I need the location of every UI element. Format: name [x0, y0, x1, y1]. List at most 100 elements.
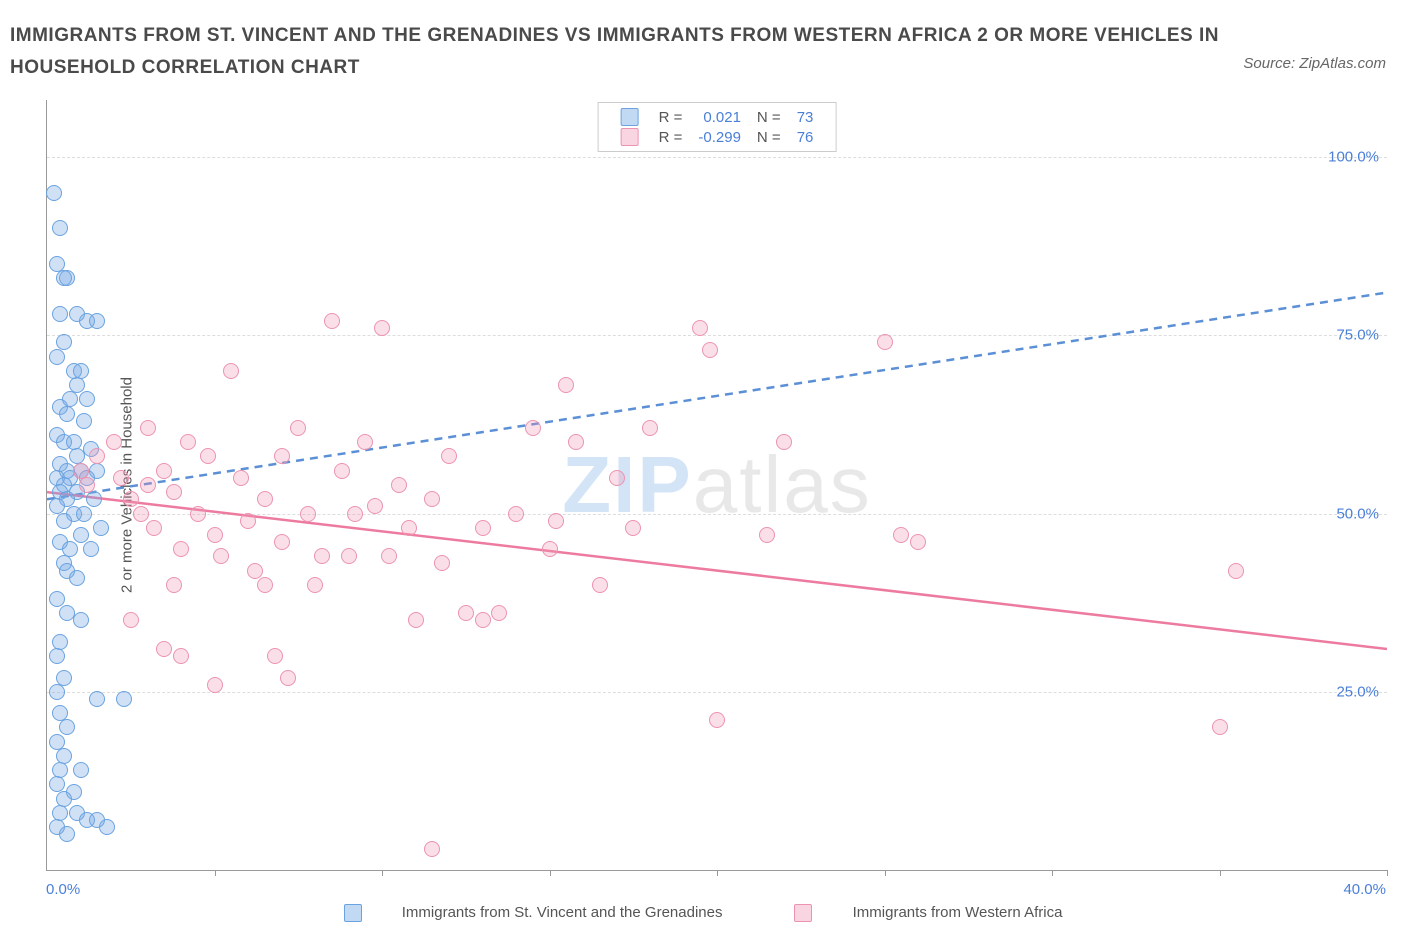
legend-r-label: R = [651, 107, 691, 127]
legend-n-label: N = [749, 107, 789, 127]
x-axis-tick [717, 870, 718, 876]
scatter-point-pink [642, 420, 658, 436]
scatter-point-pink [568, 434, 584, 450]
scatter-point-pink [274, 534, 290, 550]
scatter-point-pink [424, 841, 440, 857]
scatter-point-pink [592, 577, 608, 593]
scatter-point-pink [367, 498, 383, 514]
scatter-point-pink [190, 506, 206, 522]
scatter-point-pink [207, 527, 223, 543]
scatter-point-pink [759, 527, 775, 543]
legend-stat-row: R =0.021N =73 [613, 107, 822, 127]
scatter-point-pink [200, 448, 216, 464]
scatter-point-pink [173, 648, 189, 664]
scatter-point-blue [73, 762, 89, 778]
source-name: ZipAtlas.com [1299, 55, 1386, 72]
scatter-point-pink [709, 712, 725, 728]
legend-n-value: 73 [789, 107, 822, 127]
scatter-point-blue [89, 691, 105, 707]
y-axis-tick-label: 75.0% [1336, 327, 1379, 344]
scatter-point-pink [106, 434, 122, 450]
scatter-point-blue [59, 406, 75, 422]
scatter-point-blue [93, 520, 109, 536]
scatter-point-pink [508, 506, 524, 522]
scatter-point-blue [49, 591, 65, 607]
scatter-point-pink [156, 641, 172, 657]
scatter-point-pink [458, 605, 474, 621]
scatter-point-pink [609, 470, 625, 486]
scatter-point-pink [391, 477, 407, 493]
scatter-point-pink [166, 577, 182, 593]
scatter-point-pink [347, 506, 363, 522]
scatter-point-blue [52, 220, 68, 236]
scatter-point-pink [314, 548, 330, 564]
y-axis-tick-label: 100.0% [1328, 149, 1379, 166]
scatter-point-pink [156, 463, 172, 479]
y-axis-tick-label: 50.0% [1336, 505, 1379, 522]
scatter-point-blue [56, 513, 72, 529]
scatter-point-pink [475, 612, 491, 628]
scatter-point-pink [280, 670, 296, 686]
scatter-point-blue [49, 349, 65, 365]
scatter-point-blue [49, 648, 65, 664]
scatter-point-blue [56, 270, 72, 286]
scatter-point-pink [257, 577, 273, 593]
x-axis-tick [550, 870, 551, 876]
scatter-point-pink [140, 420, 156, 436]
scatter-point-pink [542, 541, 558, 557]
scatter-point-blue [69, 570, 85, 586]
scatter-point-pink [140, 477, 156, 493]
y-axis-tick-label: 25.0% [1336, 683, 1379, 700]
scatter-point-pink [247, 563, 263, 579]
scatter-point-pink [548, 513, 564, 529]
legend-series-label: Immigrants from Western Africa [853, 904, 1063, 921]
legend-series: Immigrants from St. Vincent and the Gren… [326, 904, 741, 921]
watermark-zip: ZIP [562, 440, 692, 529]
legend-n-value: 76 [789, 127, 822, 147]
scatter-point-blue [86, 491, 102, 507]
scatter-point-pink [233, 470, 249, 486]
scatter-point-pink [625, 520, 641, 536]
scatter-point-blue [59, 826, 75, 842]
legend-swatch-pink [794, 904, 812, 922]
scatter-point-pink [525, 420, 541, 436]
scatter-point-pink [123, 491, 139, 507]
scatter-point-pink [274, 448, 290, 464]
scatter-point-blue [59, 719, 75, 735]
legend-swatch-pink [621, 128, 639, 146]
scatter-point-blue [76, 413, 92, 429]
scatter-point-pink [334, 463, 350, 479]
scatter-point-pink [79, 477, 95, 493]
scatter-point-pink [441, 448, 457, 464]
scatter-point-pink [877, 334, 893, 350]
legend-swatch-blue [344, 904, 362, 922]
legend-series: Immigrants from Western Africa [776, 904, 1080, 921]
source-attribution: Source: ZipAtlas.com [1243, 55, 1386, 72]
scatter-point-pink [300, 506, 316, 522]
trendlines [47, 100, 1387, 870]
legend-n-label: N = [749, 127, 789, 147]
legend-bottom: Immigrants from St. Vincent and the Gren… [0, 904, 1406, 922]
gridline [47, 692, 1387, 693]
source-prefix: Source: [1243, 55, 1299, 72]
scatter-point-pink [558, 377, 574, 393]
scatter-point-blue [73, 612, 89, 628]
x-axis-max-label: 40.0% [1343, 881, 1386, 898]
scatter-point-blue [89, 313, 105, 329]
scatter-point-pink [475, 520, 491, 536]
scatter-point-pink [357, 434, 373, 450]
scatter-point-pink [113, 470, 129, 486]
scatter-point-pink [491, 605, 507, 621]
scatter-point-pink [893, 527, 909, 543]
x-axis-tick [1052, 870, 1053, 876]
gridline [47, 157, 1387, 158]
scatter-point-blue [83, 541, 99, 557]
scatter-point-pink [408, 612, 424, 628]
scatter-point-blue [99, 819, 115, 835]
scatter-point-pink [290, 420, 306, 436]
scatter-point-pink [307, 577, 323, 593]
x-axis-min-label: 0.0% [46, 881, 80, 898]
watermark: ZIPatlas [562, 439, 871, 531]
legend-swatch-blue [621, 108, 639, 126]
scatter-point-pink [1212, 719, 1228, 735]
